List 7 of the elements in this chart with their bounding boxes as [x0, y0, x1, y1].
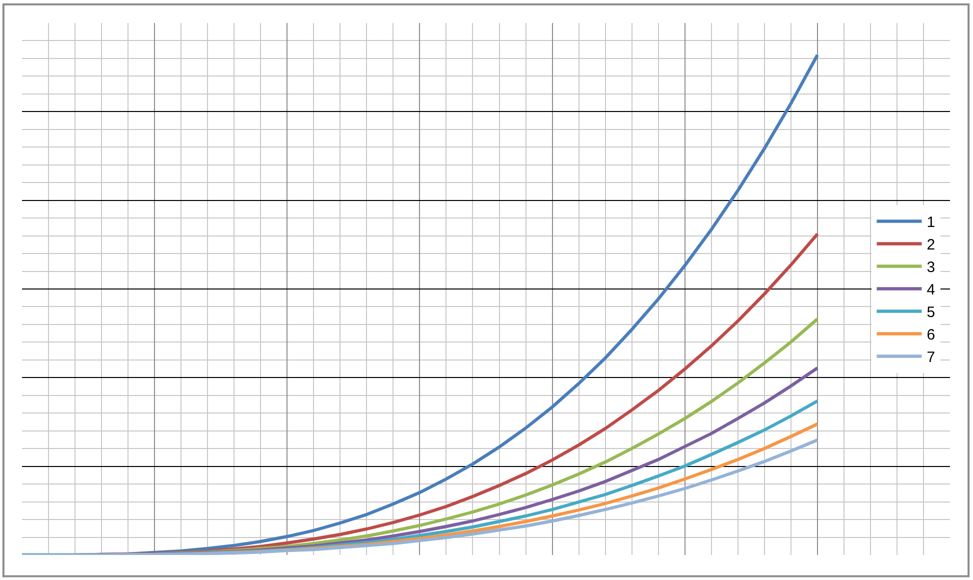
legend-label: 7: [926, 349, 936, 366]
legend-label: 4: [926, 282, 936, 299]
legend-label: 2: [926, 236, 936, 254]
legend-label: 6: [926, 326, 936, 344]
legend-label: 1: [926, 214, 936, 232]
legend-label: 3: [926, 259, 936, 276]
legend-label: 5: [926, 304, 936, 322]
